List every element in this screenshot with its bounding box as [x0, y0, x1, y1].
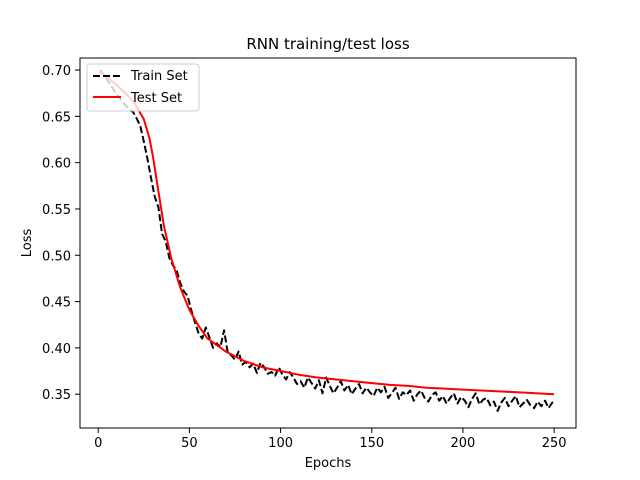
y-axis: 0.35 0.40 0.45 0.50 0.55 0.60 0.65 0.70	[42, 64, 80, 403]
series-line-test	[99, 71, 555, 396]
x-tick-label: 50	[181, 436, 198, 451]
y-tick-label: 0.35	[42, 388, 71, 403]
x-tick-label: 250	[542, 436, 567, 451]
y-tick-label: 0.70	[42, 64, 71, 79]
y-tick-label: 0.65	[42, 110, 71, 125]
y-tick-label: 0.40	[42, 342, 71, 357]
y-tick-label: 0.55	[42, 203, 71, 218]
x-axis-label: Epochs	[305, 456, 352, 471]
y-axis-label: Loss	[20, 229, 35, 258]
plot-area	[99, 69, 555, 412]
x-tick-label: 100	[268, 436, 293, 451]
axes-frame	[79, 57, 577, 429]
y-tick-label: 0.60	[42, 157, 71, 172]
x-tick-label: 0	[94, 436, 102, 451]
chart-title: RNN training/test loss	[246, 35, 410, 53]
y-tick-label: 0.45	[42, 296, 71, 311]
x-tick-label: 150	[359, 436, 384, 451]
y-tick-label: 0.50	[42, 249, 71, 264]
x-tick-label: 200	[451, 436, 476, 451]
legend-label-test: Test Set	[130, 91, 182, 106]
legend: Train Set Test Set	[86, 63, 200, 112]
legend-label-train: Train Set	[130, 69, 188, 84]
x-axis: 0 50 100 150 200 250	[94, 428, 567, 451]
series-line-train	[99, 69, 555, 412]
